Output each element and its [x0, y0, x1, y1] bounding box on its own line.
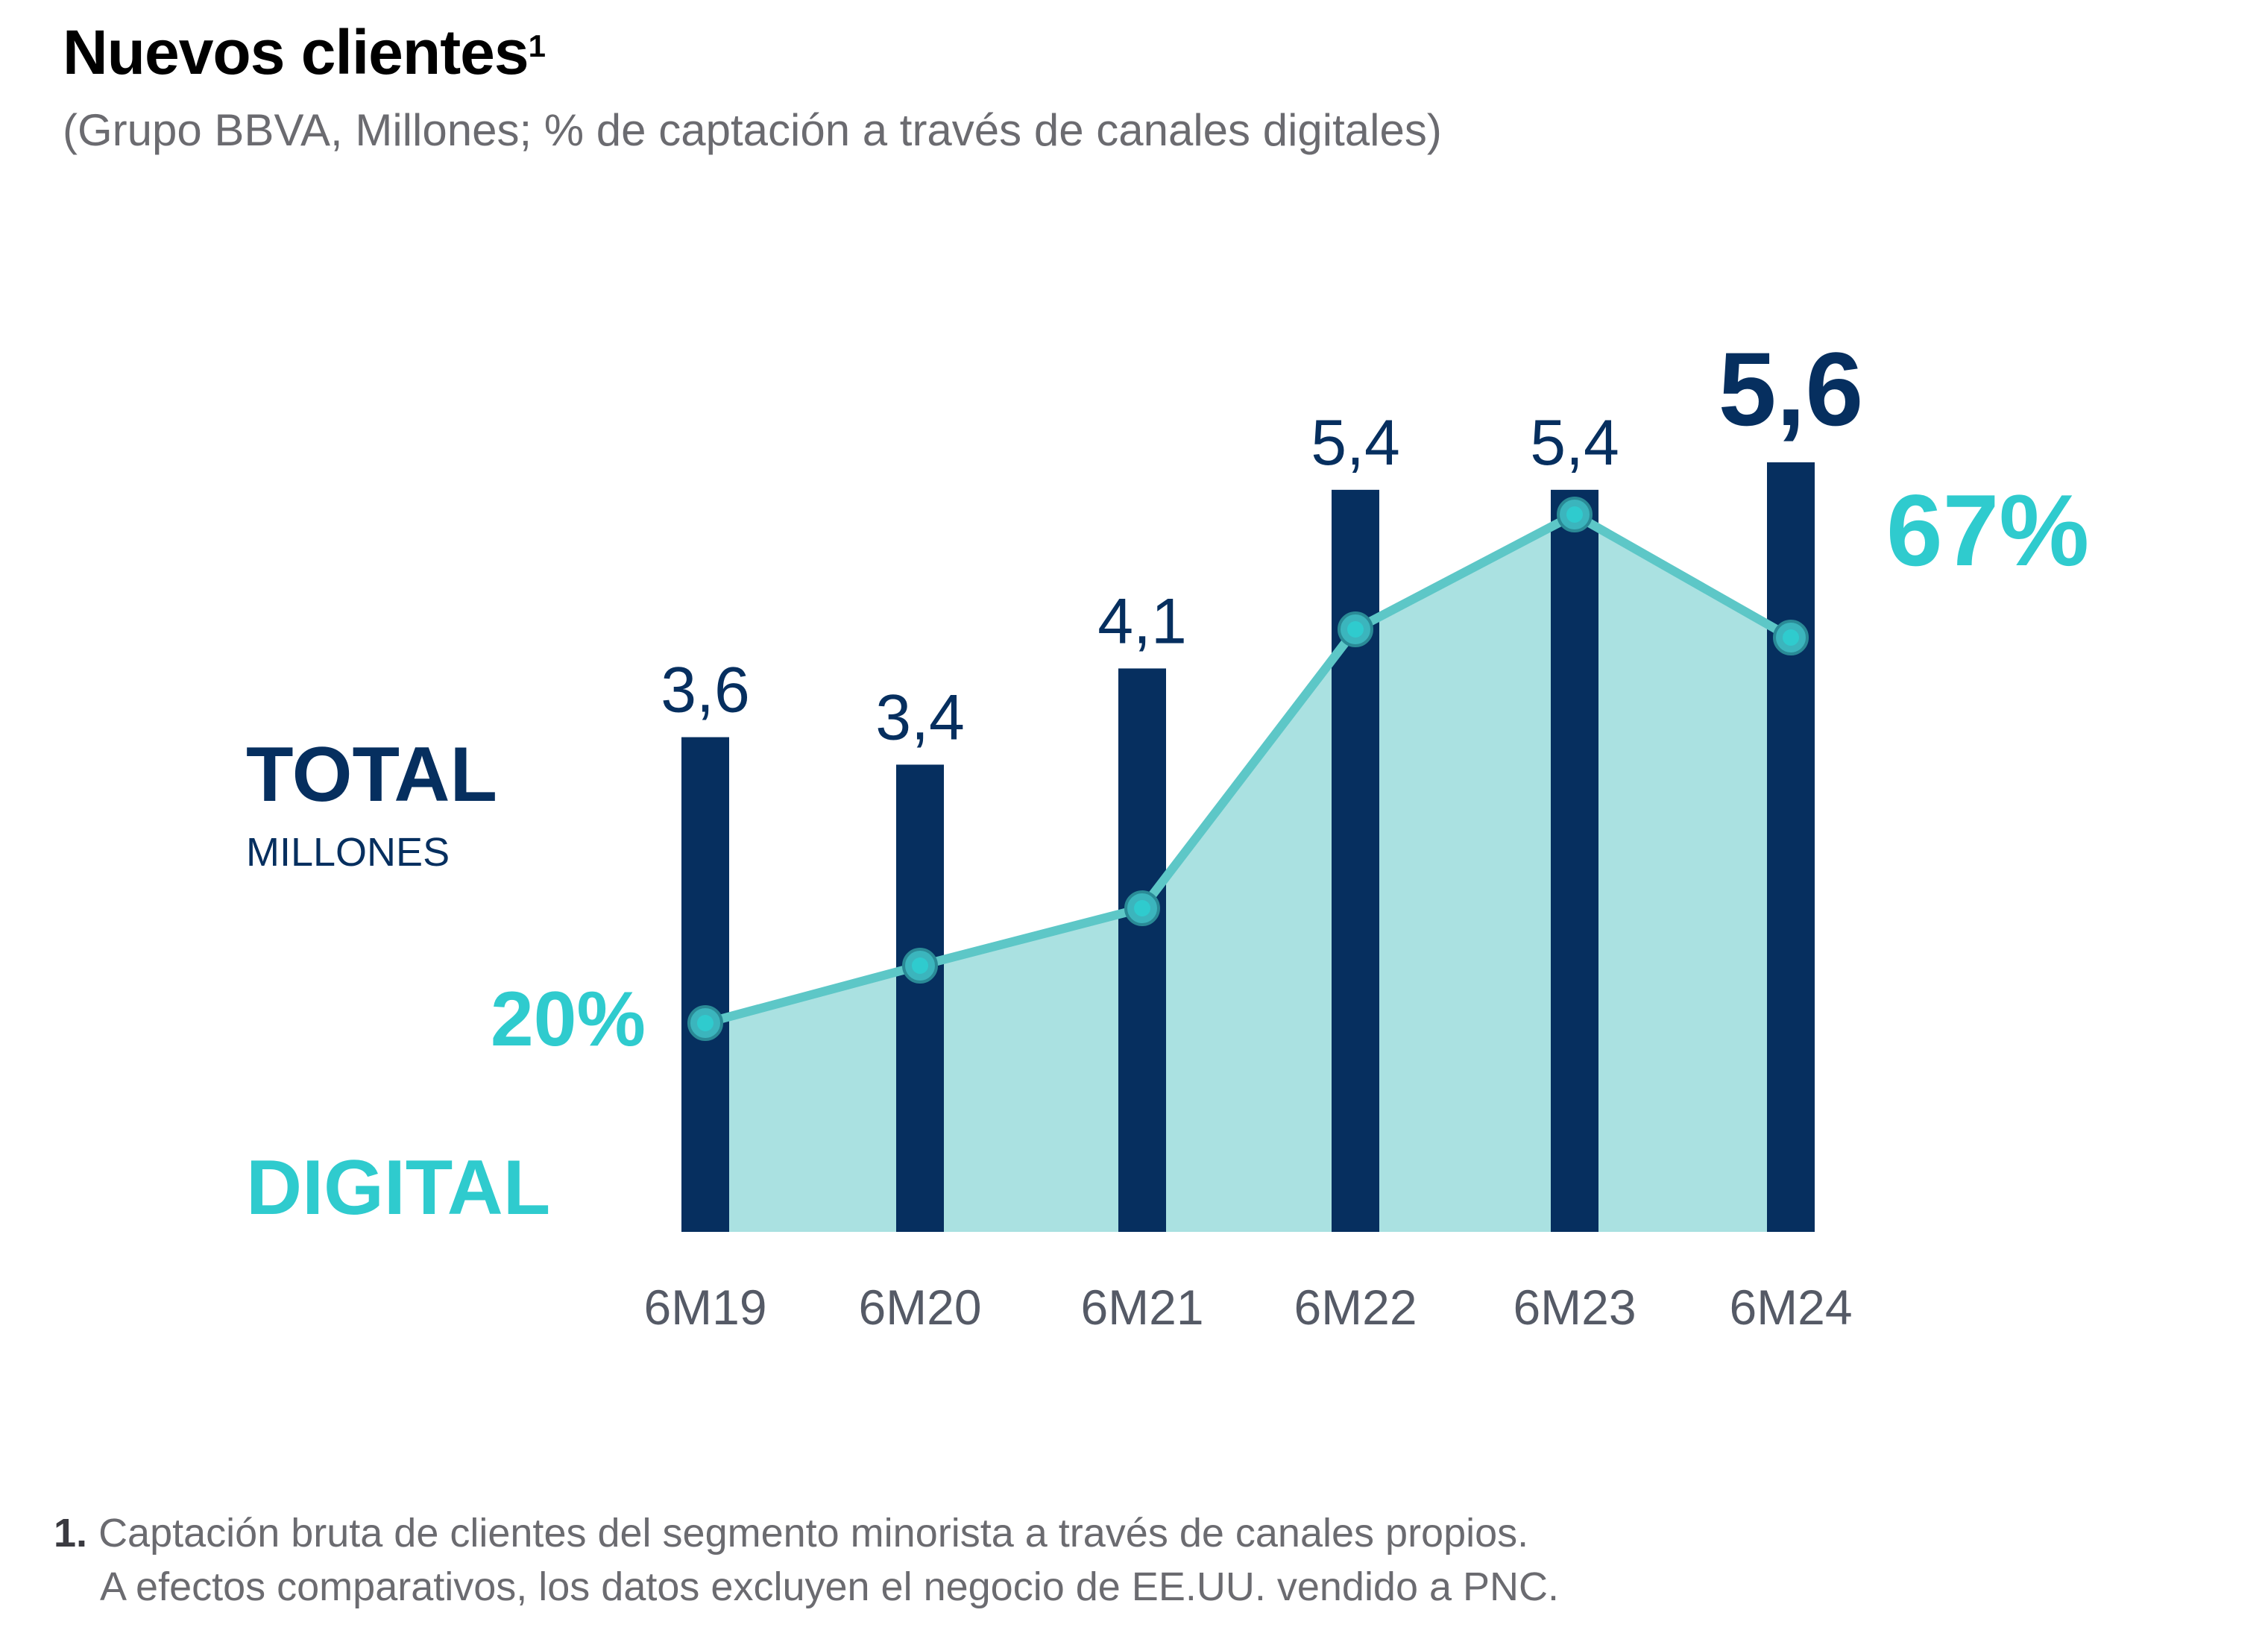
digital-point-6M20 — [912, 957, 928, 974]
chart-title-text: Nuevos clientes — [63, 17, 529, 87]
bar-6M23 — [1551, 489, 1598, 1232]
bar-6M24 — [1767, 462, 1815, 1232]
x-tick-label-6M23: 6M23 — [1513, 1280, 1636, 1335]
bar-value-label-6M22: 5,4 — [1311, 407, 1400, 479]
x-tick-label-6M19: 6M19 — [643, 1280, 766, 1335]
digital-label: DIGITAL — [246, 1145, 551, 1231]
bar-value-label-6M23: 5,4 — [1530, 407, 1619, 479]
bar-value-label-6M21: 4,1 — [1097, 585, 1187, 657]
footnote-line-1: Captación bruta de clientes del segmento… — [98, 1511, 1529, 1556]
bar-value-label-6M24: 5,6 — [1719, 330, 1864, 447]
digital-point-6M22 — [1347, 621, 1364, 638]
x-tick-label-6M20: 6M20 — [858, 1280, 981, 1335]
digital-point-6M21 — [1134, 900, 1150, 916]
bar-value-label-6M19: 3,6 — [661, 655, 750, 726]
digital-start-label: 20% — [491, 976, 646, 1063]
digital-point-6M24 — [1783, 629, 1799, 646]
bar-6M19 — [681, 737, 729, 1232]
chart-title: Nuevos clientes1 — [63, 16, 546, 89]
bar-value-label-6M20: 3,4 — [875, 682, 965, 753]
digital-line — [704, 510, 1793, 1028]
x-tick-label-6M24: 6M24 — [1729, 1280, 1852, 1335]
footnote-line-2: A efectos comparativos, los datos excluy… — [100, 1564, 1560, 1609]
digital-point-6M19 — [697, 1015, 714, 1031]
bar-6M22 — [1332, 489, 1379, 1232]
footnote: 1. Captación bruta de clientes del segme… — [54, 1506, 1559, 1614]
footnote-ref: 1 — [528, 28, 546, 63]
footnote-number: 1. — [54, 1511, 88, 1556]
digital-point-6M23 — [1566, 506, 1583, 523]
total-label: TOTAL — [246, 732, 497, 818]
bar-6M20 — [896, 764, 944, 1232]
digital-end-label: 67% — [1886, 474, 2089, 587]
x-tick-label-6M22: 6M22 — [1294, 1280, 1417, 1335]
x-tick-label-6M21: 6M21 — [1080, 1280, 1203, 1335]
digital-area — [705, 515, 1791, 1232]
chart-subtitle: (Grupo BBVA, Millones; % de captación a … — [63, 105, 1442, 155]
millones-label: MILLONES — [246, 830, 450, 875]
bar-6M21 — [1118, 668, 1166, 1232]
